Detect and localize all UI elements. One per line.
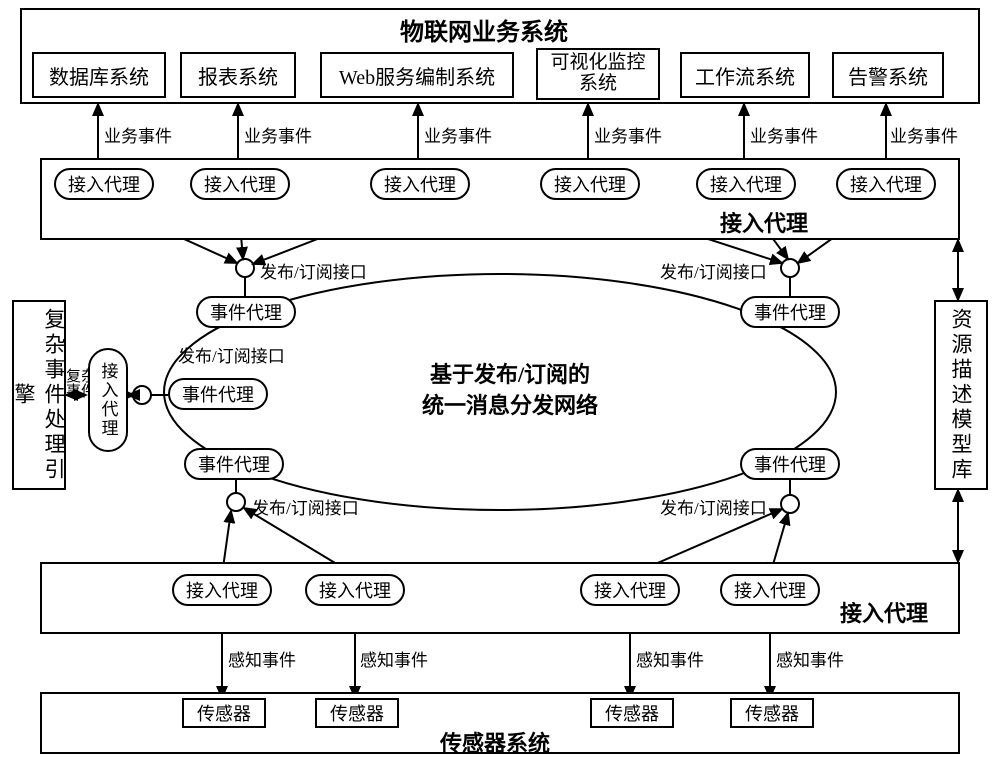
pubsub-bl: 发布/订阅接口 bbox=[252, 494, 359, 519]
resource-model-box: 资源描述模型库 bbox=[934, 300, 988, 490]
top-sys-vis-label: 可视化监控系统 bbox=[550, 53, 645, 95]
upper-proxy-6: 接入代理 bbox=[836, 168, 936, 200]
biz-event-4: 业务事件 bbox=[594, 122, 662, 147]
lower-proxy-3: 接入代理 bbox=[580, 574, 680, 606]
upper-proxy-group bbox=[40, 158, 960, 240]
top-sys-report-label: 报表系统 bbox=[198, 61, 278, 90]
top-sys-alarm-label: 告警系统 bbox=[848, 61, 928, 90]
biz-event-1: 业务事件 bbox=[104, 122, 172, 147]
event-proxy-bl: 事件代理 bbox=[184, 448, 284, 480]
top-sys-alarm: 告警系统 bbox=[832, 52, 944, 98]
biz-event-5: 业务事件 bbox=[750, 122, 818, 147]
upper-proxy-3: 接入代理 bbox=[370, 168, 470, 200]
pubsub-br: 发布/订阅接口 bbox=[660, 494, 767, 519]
top-sys-workflow-label: 工作流系统 bbox=[695, 61, 795, 90]
sensor-3: 传感器 bbox=[590, 698, 674, 728]
ellipse-center: 基于发布/订阅的 统一消息分发网络 bbox=[380, 360, 640, 422]
event-proxy-br: 事件代理 bbox=[740, 448, 840, 480]
sensor-system-label: 传感器系统 bbox=[440, 726, 550, 758]
lower-proxy-1: 接入代理 bbox=[172, 574, 272, 606]
upper-proxy-group-label: 接入代理 bbox=[720, 206, 808, 238]
sensor-1: 传感器 bbox=[182, 698, 266, 728]
event-proxy-ml: 事件代理 bbox=[168, 378, 268, 410]
sense-event-2: 感知事件 bbox=[360, 646, 428, 671]
top-sys-workflow: 工作流系统 bbox=[680, 52, 810, 98]
event-proxy-tl: 事件代理 bbox=[196, 296, 296, 328]
center-line2: 统一消息分发网络 bbox=[380, 391, 640, 422]
biz-event-2: 业务事件 bbox=[244, 122, 312, 147]
sense-event-4: 感知事件 bbox=[776, 646, 844, 671]
top-sys-vis: 可视化监控系统 bbox=[536, 48, 660, 100]
event-proxy-tr: 事件代理 bbox=[740, 296, 840, 328]
lower-proxy-4: 接入代理 bbox=[720, 574, 820, 606]
top-title: 物联网业务系统 bbox=[400, 12, 568, 47]
upper-proxy-4: 接入代理 bbox=[540, 168, 640, 200]
upper-proxy-1: 接入代理 bbox=[54, 168, 154, 200]
top-sys-web: Web服务编制系统 bbox=[320, 52, 514, 98]
center-line1: 基于发布/订阅的 bbox=[380, 360, 640, 391]
top-sys-db: 数据库系统 bbox=[32, 52, 166, 98]
cep-box: 复杂事件处理引擎 bbox=[12, 300, 66, 490]
biz-event-6: 业务事件 bbox=[890, 122, 958, 147]
upper-proxy-2: 接入代理 bbox=[190, 168, 290, 200]
pubsub-tl: 发布/订阅接口 bbox=[260, 258, 367, 283]
upper-proxy-5: 接入代理 bbox=[696, 168, 796, 200]
cep-access-proxy: 接入代理 bbox=[88, 348, 128, 452]
biz-event-3: 业务事件 bbox=[424, 122, 492, 147]
sensor-2: 传感器 bbox=[315, 698, 399, 728]
top-sys-web-label: Web服务编制系统 bbox=[339, 61, 495, 90]
top-sys-db-label: 数据库系统 bbox=[49, 61, 149, 90]
top-sys-report: 报表系统 bbox=[180, 52, 296, 98]
pubsub-tr: 发布/订阅接口 bbox=[660, 258, 767, 283]
sensor-4: 传感器 bbox=[730, 698, 814, 728]
sense-event-3: 感知事件 bbox=[636, 646, 704, 671]
lower-proxy-group-label: 接入代理 bbox=[840, 596, 928, 628]
pubsub-ml: 发布/订阅接口 bbox=[178, 342, 285, 367]
sense-event-1: 感知事件 bbox=[228, 646, 296, 671]
lower-proxy-2: 接入代理 bbox=[305, 574, 405, 606]
